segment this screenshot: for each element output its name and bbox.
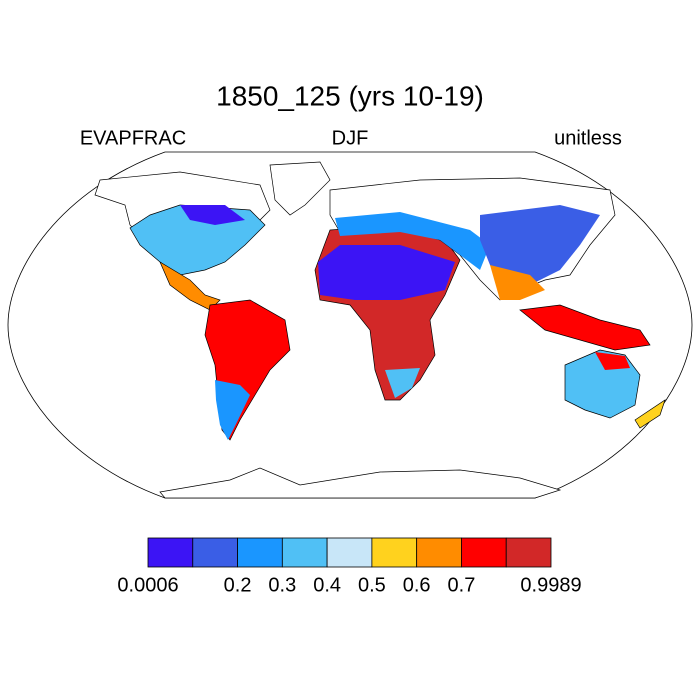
asia [480, 205, 600, 290]
colorbar: 0.0006 0.2 0.3 0.4 0.5 0.6 0.7 0.9989 [117, 537, 582, 596]
units-label: unitless [554, 127, 622, 149]
colorbar-label: 0.9989 [520, 574, 581, 596]
europe-mideast [335, 212, 490, 270]
colorbar-box [461, 537, 507, 568]
colorbar-label: 0.0006 [117, 574, 178, 596]
north-america-cold [180, 205, 245, 225]
greenland [269, 161, 331, 216]
australia-north [595, 352, 630, 370]
colorbar-label: 0.6 [403, 574, 431, 596]
map [7, 151, 693, 499]
colorbar-box [416, 537, 462, 568]
south-asia [490, 265, 545, 300]
colorbar-box [237, 537, 283, 568]
colorbar-label: 0.3 [268, 574, 296, 596]
season-label: DJF [332, 127, 369, 149]
colorbar-box [281, 537, 328, 568]
new-zealand [634, 399, 666, 429]
colorbar-label: 0.4 [313, 574, 341, 596]
africa-south [385, 368, 420, 398]
indonesia [519, 304, 651, 351]
colorbar-box [505, 537, 552, 568]
colorbar-label: 0.2 [224, 574, 252, 596]
sahara [318, 245, 455, 300]
colorbar-box [371, 537, 418, 568]
north-america [129, 204, 266, 276]
colorbar-box [326, 537, 373, 568]
colorbar-box [147, 537, 194, 568]
variable-label: EVAPFRAC [80, 127, 186, 149]
colorbar-label: 0.7 [448, 574, 476, 596]
south-america-south [215, 380, 250, 440]
title: 1850_125 (yrs 10-19) [216, 80, 484, 111]
colorbar-box [192, 537, 238, 568]
antarctica [159, 467, 562, 499]
colorbar-label: 0.5 [358, 574, 386, 596]
